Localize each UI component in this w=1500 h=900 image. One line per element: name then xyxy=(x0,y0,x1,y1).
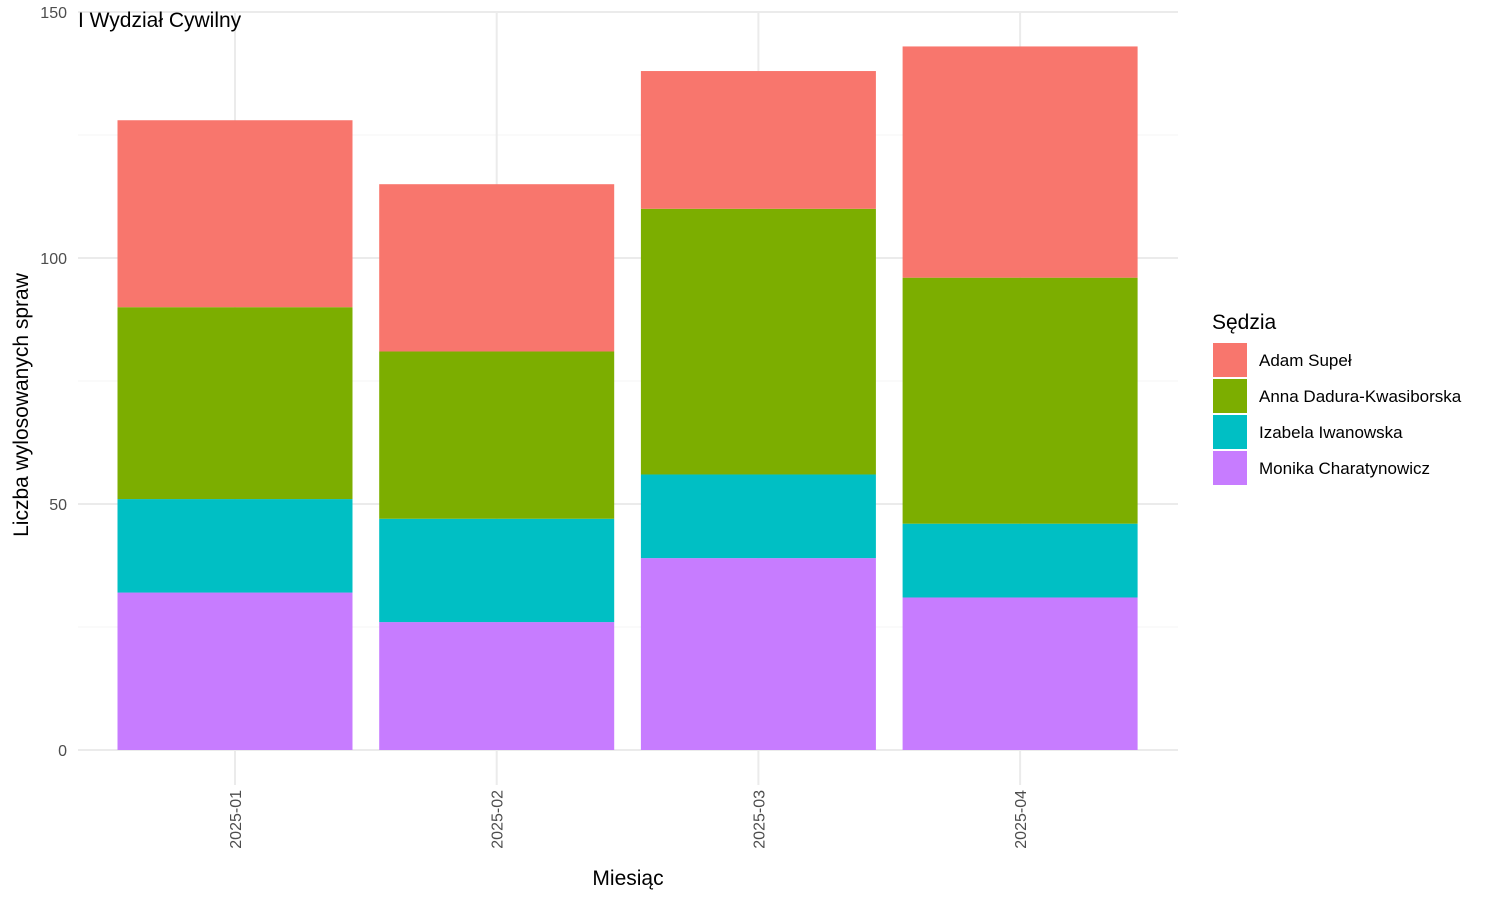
bar-segment xyxy=(640,474,876,559)
legend-label: Adam Supeł xyxy=(1259,351,1352,370)
legend-label: Anna Dadura-Kwasiborska xyxy=(1259,387,1462,406)
chart-title: I Wydział Cywilny xyxy=(78,9,242,32)
y-tick-label: 100 xyxy=(40,251,67,268)
bar-segment xyxy=(117,499,353,593)
bar-segment xyxy=(640,71,876,209)
legend-title: Sędzia xyxy=(1212,311,1277,334)
legend: Sędzia Adam Supeł Anna Dadura-Kwasiborska… xyxy=(1212,311,1462,485)
bar-segment xyxy=(379,351,615,519)
legend-swatch xyxy=(1213,343,1247,377)
bars xyxy=(117,46,1138,750)
legend-swatch xyxy=(1213,451,1247,485)
bar-segment xyxy=(379,518,615,623)
legend-label: Izabela Iwanowska xyxy=(1259,423,1403,442)
bar-segment xyxy=(902,597,1138,750)
y-axis: 0 50 100 150 xyxy=(40,5,67,760)
bar-segment xyxy=(640,208,876,475)
legend-swatch xyxy=(1213,379,1247,413)
bar-segment xyxy=(902,46,1138,278)
bar-segment xyxy=(379,184,615,352)
x-axis: 2025-01 2025-02 2025-03 2025-04 xyxy=(228,790,1030,849)
y-tick-label: 150 xyxy=(40,5,67,22)
x-tick-label: 2025-04 xyxy=(1013,790,1030,849)
x-tick-label: 2025-02 xyxy=(490,790,507,849)
y-tick-label: 50 xyxy=(49,497,67,514)
bar-segment xyxy=(117,120,353,308)
bar-segment xyxy=(379,622,615,750)
x-tick-label: 2025-03 xyxy=(751,790,768,849)
bar-segment xyxy=(902,523,1138,598)
y-tick-label: 0 xyxy=(58,743,67,760)
legend-swatch xyxy=(1213,415,1247,449)
x-axis-title: Miesiąc xyxy=(592,867,663,890)
x-tick-label: 2025-01 xyxy=(228,790,245,849)
bar-segment xyxy=(640,558,876,750)
y-axis-title: Liczba wylosowanych spraw xyxy=(10,272,33,537)
legend-label: Monika Charatynowicz xyxy=(1259,459,1430,478)
bar-segment xyxy=(117,307,353,500)
bar-segment xyxy=(902,277,1138,524)
bar-segment xyxy=(117,592,353,750)
